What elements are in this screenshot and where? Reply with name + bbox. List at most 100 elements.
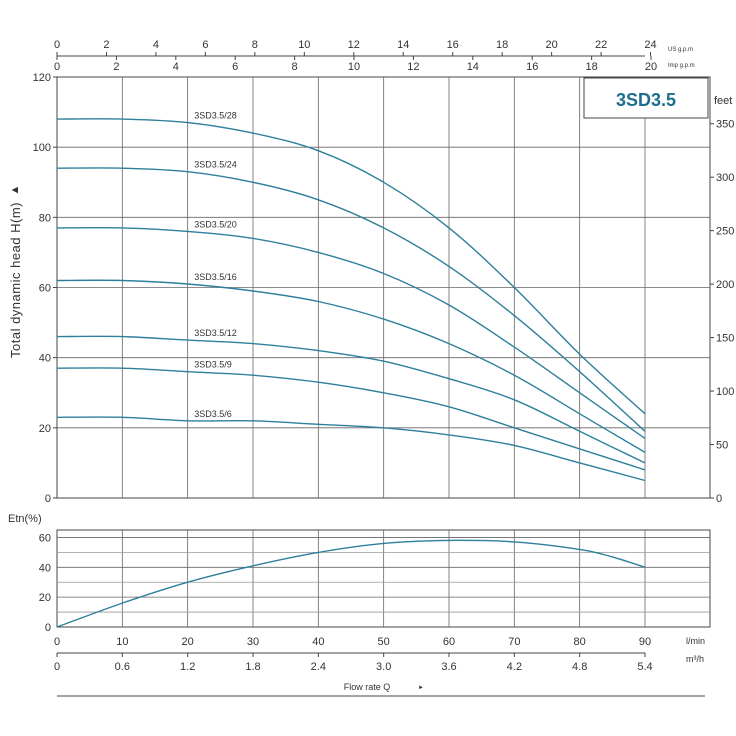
left-axis-tick-label: 20 xyxy=(39,423,51,435)
head-curve xyxy=(56,416,646,482)
top-axis-imp-tick-label: 4 xyxy=(173,61,179,73)
left-axis-ticks: 0 20 40 60 80 100 120 xyxy=(33,72,57,505)
bottom-axis-lmin-tick-label: 0 xyxy=(54,636,60,648)
eff-axis-title: Etn(%) xyxy=(8,513,42,525)
top-axis-us-tick-label: 4 xyxy=(153,39,159,51)
bottom-axis-lmin-tick-label: 80 xyxy=(574,636,586,648)
top-axis-us-tick-label: 22 xyxy=(595,39,607,51)
bottom-axis-lmin-ticks: 0 10 20 30 40 50 60 70 80 90 xyxy=(54,636,651,648)
eff-plot-grid xyxy=(57,530,710,627)
top-axis-imp-tick-label: 10 xyxy=(348,61,360,73)
top-axis-us-tick-label: 10 xyxy=(298,39,310,51)
head-curve xyxy=(56,167,646,432)
model-badge xyxy=(583,77,709,119)
eff-axis-tick-label: 60 xyxy=(39,532,51,544)
eff-axis-ticks: 0 20 40 60 xyxy=(39,532,51,634)
right-axis-ticks: 0 50 100 150 200 250 300 350 xyxy=(710,119,734,505)
bottom-axis-m3h-tick-label: 1.8 xyxy=(245,661,260,673)
bottom-axis-m3h-ticks: 0 0.6 1.2 1.8 2.4 3.0 3.6 4.2 4.8 5.4 xyxy=(54,653,653,673)
top-axis-us-tick-label: 2 xyxy=(103,39,109,51)
top-axis-imp-tick-label: 18 xyxy=(585,61,597,73)
top-axis-imp-tick-label: 0 xyxy=(54,61,60,73)
top-axis-imp-tick-label: 6 xyxy=(232,61,238,73)
left-axis-tick-label: 100 xyxy=(33,142,51,154)
right-axis-tick-label: 100 xyxy=(716,386,734,398)
head-curve-label: 3SD3.5/16 xyxy=(194,272,237,282)
top-axis-us-tick-label: 12 xyxy=(348,39,360,51)
top-axis-imp-tick-label: 2 xyxy=(113,61,119,73)
right-axis-unit: feet xyxy=(714,95,732,107)
top-axis-us-tick-label: 0 xyxy=(54,39,60,51)
top-axis-imp-tick-label: 12 xyxy=(407,61,419,73)
right-axis-tick-label: 250 xyxy=(716,226,734,238)
top-axis-imp-tick-label: 8 xyxy=(292,61,298,73)
left-axis-title: Total dynamic head H(m) xyxy=(8,202,23,358)
top-axis-imp-ticks: 0 2 4 6 8 10 12 14 16 18 20 xyxy=(54,56,657,73)
right-axis-tick-label: 200 xyxy=(716,279,734,291)
left-axis-tick-label: 60 xyxy=(39,283,51,295)
left-axis-arrow: ▲ xyxy=(9,185,21,196)
bottom-axis-lmin-unit: l/min xyxy=(686,636,705,646)
bottom-axis-m3h-tick-label: 3.6 xyxy=(441,661,456,673)
bottom-axis-lmin-tick-label: 50 xyxy=(378,636,390,648)
flow-rate-label: Flow rate Q xyxy=(344,682,391,692)
bottom-axis-m3h-tick-label: 4.2 xyxy=(507,661,522,673)
head-curve xyxy=(56,279,646,454)
head-curve xyxy=(56,335,646,464)
left-axis-tick-label: 120 xyxy=(33,72,51,84)
left-axis-tick-label: 40 xyxy=(39,353,51,365)
bottom-axis-lmin-tick-label: 60 xyxy=(443,636,455,648)
eff-axis-tick-label: 20 xyxy=(39,592,51,604)
head-curve-label: 3SD3.5/28 xyxy=(194,111,237,121)
bottom-axis-lmin-tick-label: 90 xyxy=(639,636,651,648)
left-axis-tick-label: 80 xyxy=(39,212,51,224)
head-curve-label: 3SD3.5/20 xyxy=(194,219,237,229)
right-axis-tick-label: 300 xyxy=(716,172,734,184)
efficiency-curve xyxy=(56,539,646,628)
bottom-axis-m3h-tick-label: 0 xyxy=(54,661,60,673)
bottom-axis-m3h-tick-label: 4.8 xyxy=(572,661,587,673)
top-axis-us-tick-label: 18 xyxy=(496,39,508,51)
right-axis-tick-label: 150 xyxy=(716,333,734,345)
bottom-axis-m3h-tick-label: 0.6 xyxy=(115,661,130,673)
efficiency-curve-line xyxy=(56,539,646,628)
top-axis-imp-tick-label: 16 xyxy=(526,61,538,73)
head-curve-label: 3SD3.5/6 xyxy=(194,409,232,419)
right-axis-tick-label: 0 xyxy=(716,493,722,505)
bottom-axis-m3h-tick-label: 1.2 xyxy=(180,661,195,673)
top-axis-us-tick-label: 8 xyxy=(252,39,258,51)
top-axis-imp-tick-label: 20 xyxy=(645,61,657,73)
bottom-axis-lmin-tick-label: 70 xyxy=(508,636,520,648)
bottom-axis-lmin-tick-label: 40 xyxy=(312,636,324,648)
head-curves: 3SD3.5/28 3SD3.5/24 3SD3.5/20 3SD3.5/16 3SD3… xyxy=(56,111,646,482)
right-axis-tick-label: 350 xyxy=(716,119,734,131)
right-axis-tick-label: 50 xyxy=(716,440,728,452)
head-curve-label: 3SD3.5/9 xyxy=(194,360,232,370)
top-axis-us-ticks: 0 2 4 6 8 10 12 14 16 18 20 22 24 xyxy=(54,39,657,56)
eff-axis-tick-label: 40 xyxy=(39,562,51,574)
head-curve xyxy=(56,367,646,471)
head-curve-label: 3SD3.5/24 xyxy=(194,160,237,170)
model-badge-label: 3SD3.5 xyxy=(616,90,676,110)
top-axis-us-tick-label: 6 xyxy=(202,39,208,51)
top-axis-us-tick-label: 20 xyxy=(546,39,558,51)
bottom-axis-lmin-tick-label: 30 xyxy=(247,636,259,648)
main-plot-grid xyxy=(57,77,710,498)
head-curve xyxy=(56,118,646,415)
left-axis-tick-label: 0 xyxy=(45,493,51,505)
eff-axis-tick-label: 0 xyxy=(45,622,51,634)
top-axis-us-tick-label: 24 xyxy=(644,39,656,51)
top-axis-imp-tick-label: 14 xyxy=(467,61,479,73)
top-axis-us-unit: US g.p.m xyxy=(668,47,693,53)
bottom-axis-m3h-tick-label: 5.4 xyxy=(637,661,652,673)
bottom-axis-m3h-tick-label: 2.4 xyxy=(311,661,326,673)
bottom-axis-lmin-tick-label: 10 xyxy=(116,636,128,648)
bottom-axis-lmin-tick-label: 20 xyxy=(182,636,194,648)
bottom-axis-m3h-unit: m³/h xyxy=(686,654,704,664)
flow-rate-arrow: ► xyxy=(418,685,424,691)
top-axis-imp-unit: Imp g.p.m xyxy=(668,63,695,69)
head-curve-label: 3SD3.5/12 xyxy=(194,328,237,338)
bottom-axis-m3h-tick-label: 3.0 xyxy=(376,661,391,673)
top-axis-us-tick-label: 16 xyxy=(447,39,459,51)
